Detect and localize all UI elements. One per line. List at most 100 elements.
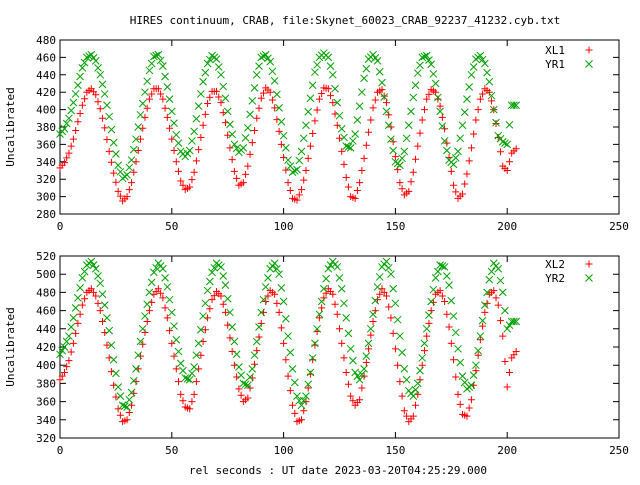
data-point (266, 57, 275, 66)
data-point (132, 364, 140, 373)
data-point (72, 329, 80, 337)
data-point (293, 392, 301, 400)
data-point (461, 180, 469, 188)
data-point (476, 336, 484, 344)
data-point (74, 319, 82, 327)
legend-label: XL1 (545, 44, 565, 57)
data-point (324, 264, 333, 273)
data-point (492, 120, 500, 128)
data-point (290, 378, 299, 387)
data-point (213, 87, 221, 95)
data-point (123, 403, 131, 411)
data-point (194, 339, 203, 348)
data-point (411, 385, 420, 394)
data-point (284, 156, 292, 164)
data-point (76, 283, 84, 292)
data-point (205, 277, 214, 286)
data-point (315, 95, 323, 103)
data-point (157, 289, 165, 297)
data-point (109, 355, 118, 364)
data-point (338, 147, 346, 155)
data-point (485, 88, 493, 96)
data-point (458, 190, 466, 198)
data-point (380, 92, 388, 100)
data-point (400, 147, 409, 156)
data-point (389, 329, 397, 337)
data-point (306, 368, 315, 377)
data-point (436, 287, 444, 295)
data-point (65, 149, 73, 157)
data-point (114, 405, 122, 413)
data-point (221, 308, 229, 316)
data-point (398, 185, 406, 193)
data-point (302, 392, 310, 400)
data-point (378, 86, 386, 94)
data-point (67, 106, 76, 115)
x-axis-label: rel seconds : UT date 2023-03-20T04:25:2… (189, 464, 487, 477)
data-point (347, 392, 355, 400)
data-point (271, 104, 279, 112)
data-point (58, 372, 66, 380)
data-point (60, 159, 68, 167)
data-point (150, 268, 158, 277)
data-point (290, 167, 299, 175)
data-point (402, 375, 411, 384)
data-point (147, 59, 156, 68)
data-point (125, 163, 134, 172)
data-point (505, 120, 514, 129)
data-point (163, 314, 171, 322)
y-tick-label: 400 (36, 359, 56, 372)
data-point (134, 123, 143, 131)
data-point (369, 310, 377, 319)
data-point (304, 380, 313, 389)
data-point (420, 52, 429, 61)
data-point (485, 77, 494, 86)
y-tick-label: 320 (36, 432, 56, 445)
y-tick-label: 440 (36, 323, 56, 336)
data-point (136, 110, 145, 119)
data-point (389, 284, 398, 293)
data-point (159, 62, 167, 70)
data-point (434, 95, 442, 103)
data-point (186, 405, 194, 413)
data-point (197, 325, 205, 334)
data-point (512, 348, 520, 356)
legend-marker (585, 60, 593, 68)
data-point (299, 396, 308, 405)
data-point (98, 80, 107, 89)
data-point (172, 158, 180, 166)
data-point (219, 300, 227, 308)
data-point (353, 116, 362, 124)
data-point (120, 402, 129, 411)
y-tick-label: 500 (36, 268, 56, 281)
y-tick-label: 280 (36, 208, 56, 221)
data-point (148, 90, 156, 98)
data-point (373, 57, 382, 65)
data-point (398, 392, 406, 400)
data-point (136, 337, 145, 346)
data-point (275, 104, 283, 112)
data-point (501, 358, 509, 366)
legend-label: YR2 (545, 272, 565, 285)
data-point (87, 257, 96, 266)
data-point (123, 170, 131, 179)
data-point (483, 288, 491, 297)
y-tick-label: 340 (36, 414, 56, 427)
data-point (72, 126, 80, 134)
x-tick-label: 250 (609, 220, 629, 233)
data-point (188, 137, 196, 145)
data-point (427, 60, 436, 69)
data-point (362, 141, 370, 149)
data-point (449, 160, 458, 169)
data-point (505, 158, 513, 166)
data-point (138, 324, 147, 333)
data-point (175, 378, 183, 386)
data-point (308, 354, 317, 362)
data-point (166, 327, 174, 335)
data-point (463, 412, 471, 420)
data-point (128, 179, 136, 187)
data-point (398, 348, 406, 357)
data-point (286, 387, 294, 395)
data-point (105, 147, 113, 155)
data-point (319, 284, 328, 293)
